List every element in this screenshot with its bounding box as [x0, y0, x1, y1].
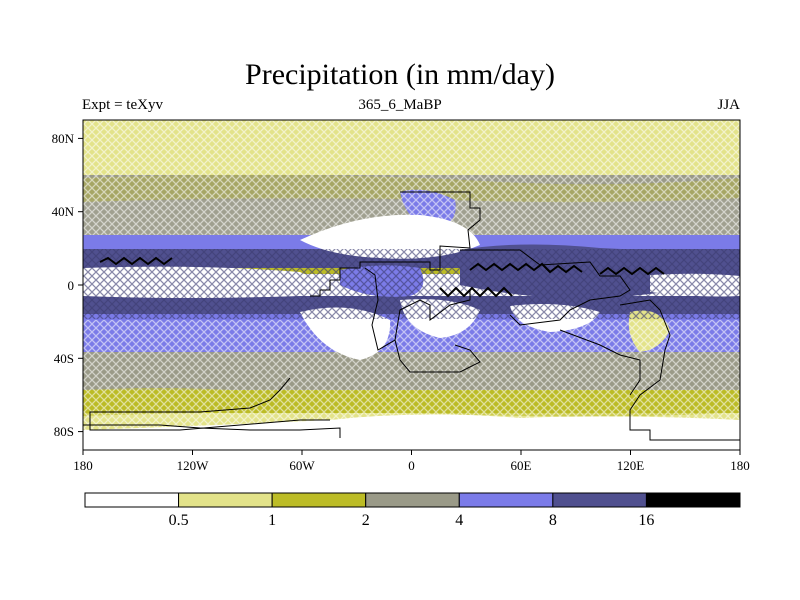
- lat-tick: 40N: [52, 204, 75, 219]
- lon-tick: 60W: [289, 458, 315, 473]
- colorbar-swatch: [178, 492, 273, 508]
- lon-tick: 180: [73, 458, 93, 473]
- colorbar-swatch: [645, 492, 741, 508]
- outline-central: [394, 339, 481, 373]
- outline-africa: [364, 267, 471, 351]
- colorbar-label: 0.5: [169, 512, 189, 529]
- colorbar-labels: 0.5 1 2 4 8 16: [169, 512, 655, 529]
- colorbar-label: 4: [455, 512, 463, 529]
- colorbar-swatch: [552, 492, 647, 508]
- hatch-tropics: [83, 249, 740, 319]
- lon-tick: 180: [730, 458, 750, 473]
- colorbar-swatch: [458, 492, 554, 508]
- outline-south-america: [89, 377, 330, 431]
- zigzag-lines: [99, 256, 665, 298]
- plot-title: Precipitation (in mm/day): [245, 58, 555, 91]
- zigzag-asia: [599, 266, 665, 276]
- season-label: JJA: [717, 97, 740, 113]
- zigzag-africa: [469, 262, 583, 274]
- colorbar-label: 1: [268, 512, 276, 529]
- outline-australia: [619, 299, 740, 441]
- time-label: 365_6_MaBP: [358, 97, 442, 113]
- zigzag-south: [439, 286, 513, 298]
- colorbar: [84, 492, 741, 508]
- colorbar-swatch: [365, 492, 460, 508]
- outline-antarctica: [83, 424, 341, 438]
- outline-north-land: [310, 191, 481, 297]
- lon-tick: 60E: [511, 458, 532, 473]
- colorbar-label: 16: [638, 512, 654, 529]
- lon-tick: 120E: [617, 458, 645, 473]
- hatch-north: [83, 120, 740, 235]
- colorbar-swatch: [271, 492, 367, 508]
- experiment-label: Expt = teXyv: [82, 97, 163, 113]
- lat-tick: 80S: [54, 424, 74, 439]
- outline-south-east: [559, 329, 641, 396]
- lat-tick: 80N: [52, 131, 75, 146]
- zigzag-west: [99, 256, 173, 266]
- axis-ticks: [78, 137, 741, 455]
- colorbar-label: 2: [362, 512, 370, 529]
- lon-tick: 0: [408, 458, 415, 473]
- lat-tick: 0: [68, 278, 75, 293]
- colorbar-swatch: [84, 492, 180, 508]
- colorbar-label: 8: [549, 512, 557, 529]
- lat-tick: 40S: [54, 351, 74, 366]
- precip-field: [83, 120, 740, 450]
- lon-tick: 120W: [177, 458, 210, 473]
